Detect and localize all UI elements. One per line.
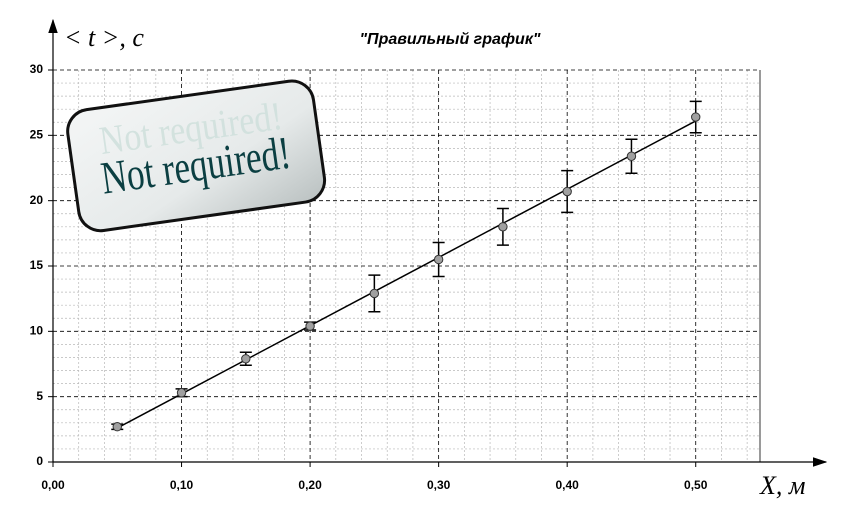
plot — [48, 69, 702, 467]
x-tick-label: 0,20 — [298, 478, 322, 492]
point — [305, 321, 315, 331]
y-tick-label: 20 — [30, 193, 44, 207]
point — [498, 222, 508, 232]
point — [691, 112, 701, 122]
x-tick-label: 0,40 — [556, 478, 580, 492]
point — [112, 422, 122, 432]
point — [176, 388, 187, 398]
y-tick-label: 0 — [36, 454, 43, 468]
y-axis-label: < t >, c — [64, 23, 144, 52]
point — [626, 151, 637, 161]
trend-line — [116, 120, 697, 429]
point — [241, 354, 251, 364]
y-tick-label: 25 — [30, 128, 44, 142]
y-tick-label: 5 — [36, 389, 43, 403]
point — [433, 254, 444, 265]
y-tick-label: 10 — [30, 324, 44, 338]
y-tick-label: 15 — [30, 258, 44, 272]
point — [369, 288, 380, 299]
stamp: Not required! Not required! — [66, 79, 327, 233]
x-tick-label: 0,50 — [684, 478, 708, 492]
stamp-frame — [66, 79, 327, 233]
y-tick-label: 30 — [30, 62, 44, 76]
point — [562, 186, 572, 197]
x-tick-label: 0,10 — [170, 478, 194, 492]
grid — [53, 69, 761, 463]
x-axis-label: X, м — [759, 471, 805, 500]
x-tick-label: 0,00 — [41, 478, 65, 492]
chart-title: "Правильный график" — [359, 31, 540, 48]
x-tick-label: 0,30 — [427, 478, 451, 492]
